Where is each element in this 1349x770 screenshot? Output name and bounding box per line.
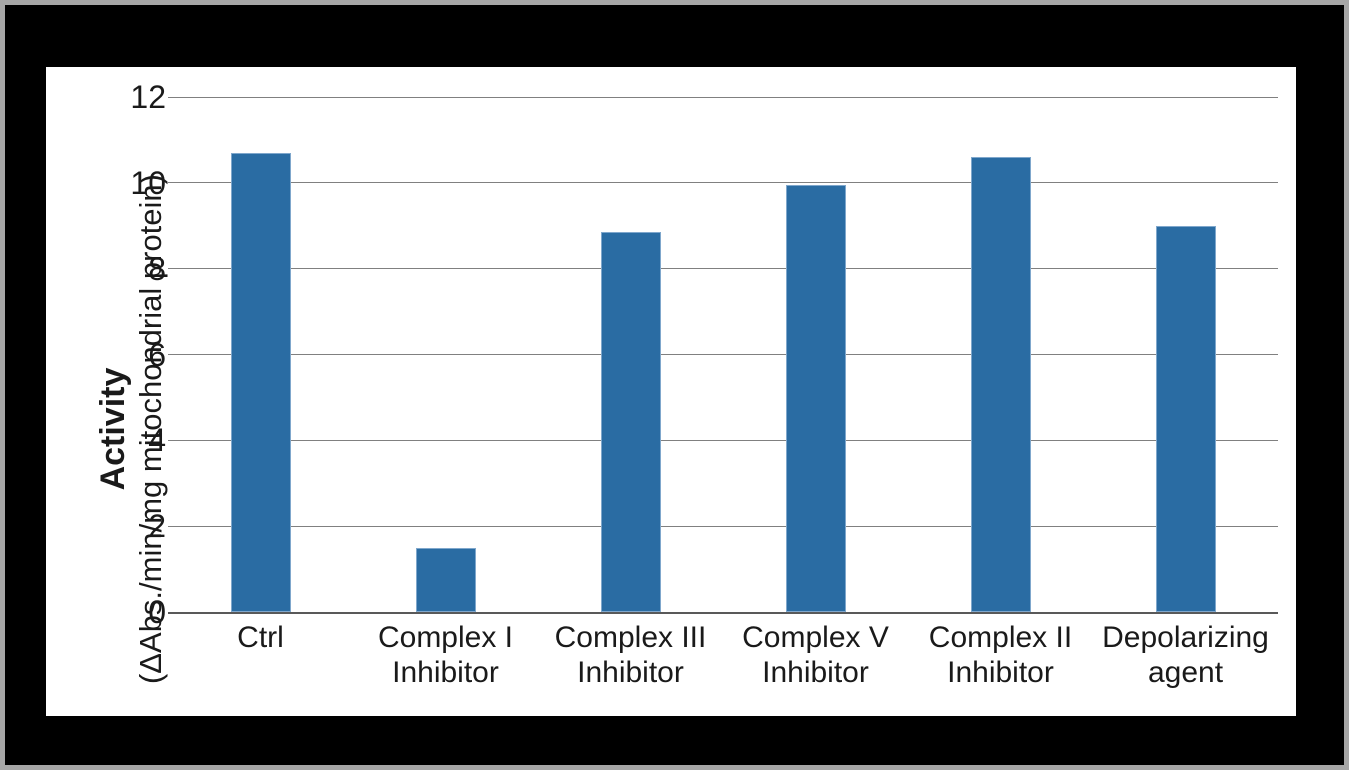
x-category-line: Inhibitor bbox=[762, 656, 869, 689]
x-category-label-ctrl: Ctrl bbox=[151, 620, 371, 655]
gridline-y-2 bbox=[168, 525, 1278, 527]
x-category-label-complex-v-inhibitor: Complex V Inhibitor bbox=[706, 620, 926, 690]
x-category-line: Complex II bbox=[928, 621, 1073, 654]
x-axis-line bbox=[168, 612, 1278, 614]
x-category-label-complex-iii-inhibitor: Complex III Inhibitor bbox=[521, 620, 741, 690]
bar-complex-ii-inhibitor bbox=[970, 157, 1031, 612]
bar-ctrl bbox=[230, 152, 291, 612]
x-category-line: Inhibitor bbox=[392, 656, 499, 689]
y-tick-label-12: 12 bbox=[130, 79, 166, 115]
x-category-line: Depolarizing bbox=[1102, 621, 1269, 654]
gridline-y-10 bbox=[168, 182, 1278, 184]
gridline-y-12 bbox=[168, 96, 1278, 98]
x-category-line: agent bbox=[1147, 656, 1224, 689]
x-category-label-complex-i-inhibitor: Complex I Inhibitor bbox=[336, 620, 556, 690]
x-category-line: Inhibitor bbox=[947, 656, 1054, 689]
x-category-label-depolarizing-agent: Depolarizing agent bbox=[1076, 620, 1296, 690]
bar-complex-v-inhibitor bbox=[785, 184, 846, 612]
x-category-line: Inhibitor bbox=[577, 656, 684, 689]
bar-depolarizing-agent bbox=[1155, 225, 1216, 612]
y-tick-label-4: 4 bbox=[148, 422, 166, 459]
x-category-label-complex-ii-inhibitor: Complex II Inhibitor bbox=[891, 620, 1111, 690]
y-tick-label-2: 2 bbox=[148, 508, 166, 545]
bar-complex-iii-inhibitor bbox=[600, 232, 661, 612]
y-tick-label-8: 8 bbox=[148, 250, 166, 287]
gridline-y-8 bbox=[168, 268, 1278, 270]
gridline-y-6 bbox=[168, 354, 1278, 355]
bar-complex-i-inhibitor bbox=[415, 547, 476, 612]
gridline-y-4 bbox=[168, 439, 1278, 441]
y-tick-label-6: 6 bbox=[148, 336, 166, 373]
x-category-line: Complex I bbox=[377, 621, 514, 654]
y-tick-label-10: 10 bbox=[130, 164, 166, 201]
x-category-line: Ctrl bbox=[237, 621, 284, 654]
x-category-line: Complex V bbox=[742, 621, 889, 654]
x-category-line: Complex III bbox=[554, 621, 707, 654]
y-tick-label-0: 0 bbox=[148, 594, 166, 630]
